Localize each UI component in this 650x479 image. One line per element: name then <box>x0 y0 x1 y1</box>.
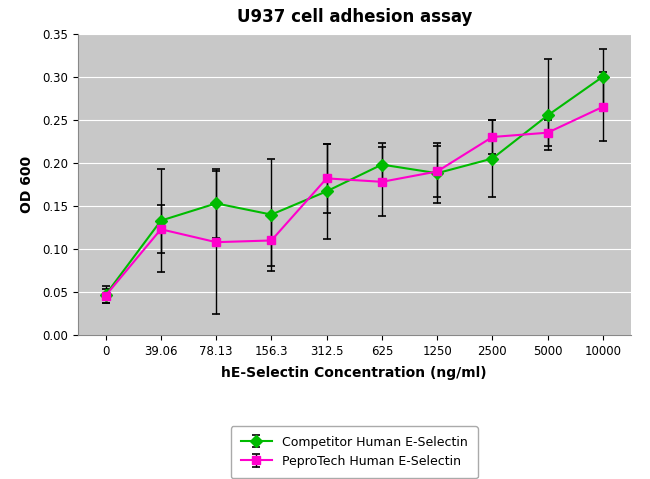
Legend: Competitor Human E-Selectin, PeproTech Human E-Selectin: Competitor Human E-Selectin, PeproTech H… <box>231 426 478 479</box>
Y-axis label: OD 600: OD 600 <box>20 156 34 213</box>
X-axis label: hE-Selectin Concentration (ng/ml): hE-Selectin Concentration (ng/ml) <box>222 366 487 380</box>
Title: U937 cell adhesion assay: U937 cell adhesion assay <box>237 9 472 26</box>
